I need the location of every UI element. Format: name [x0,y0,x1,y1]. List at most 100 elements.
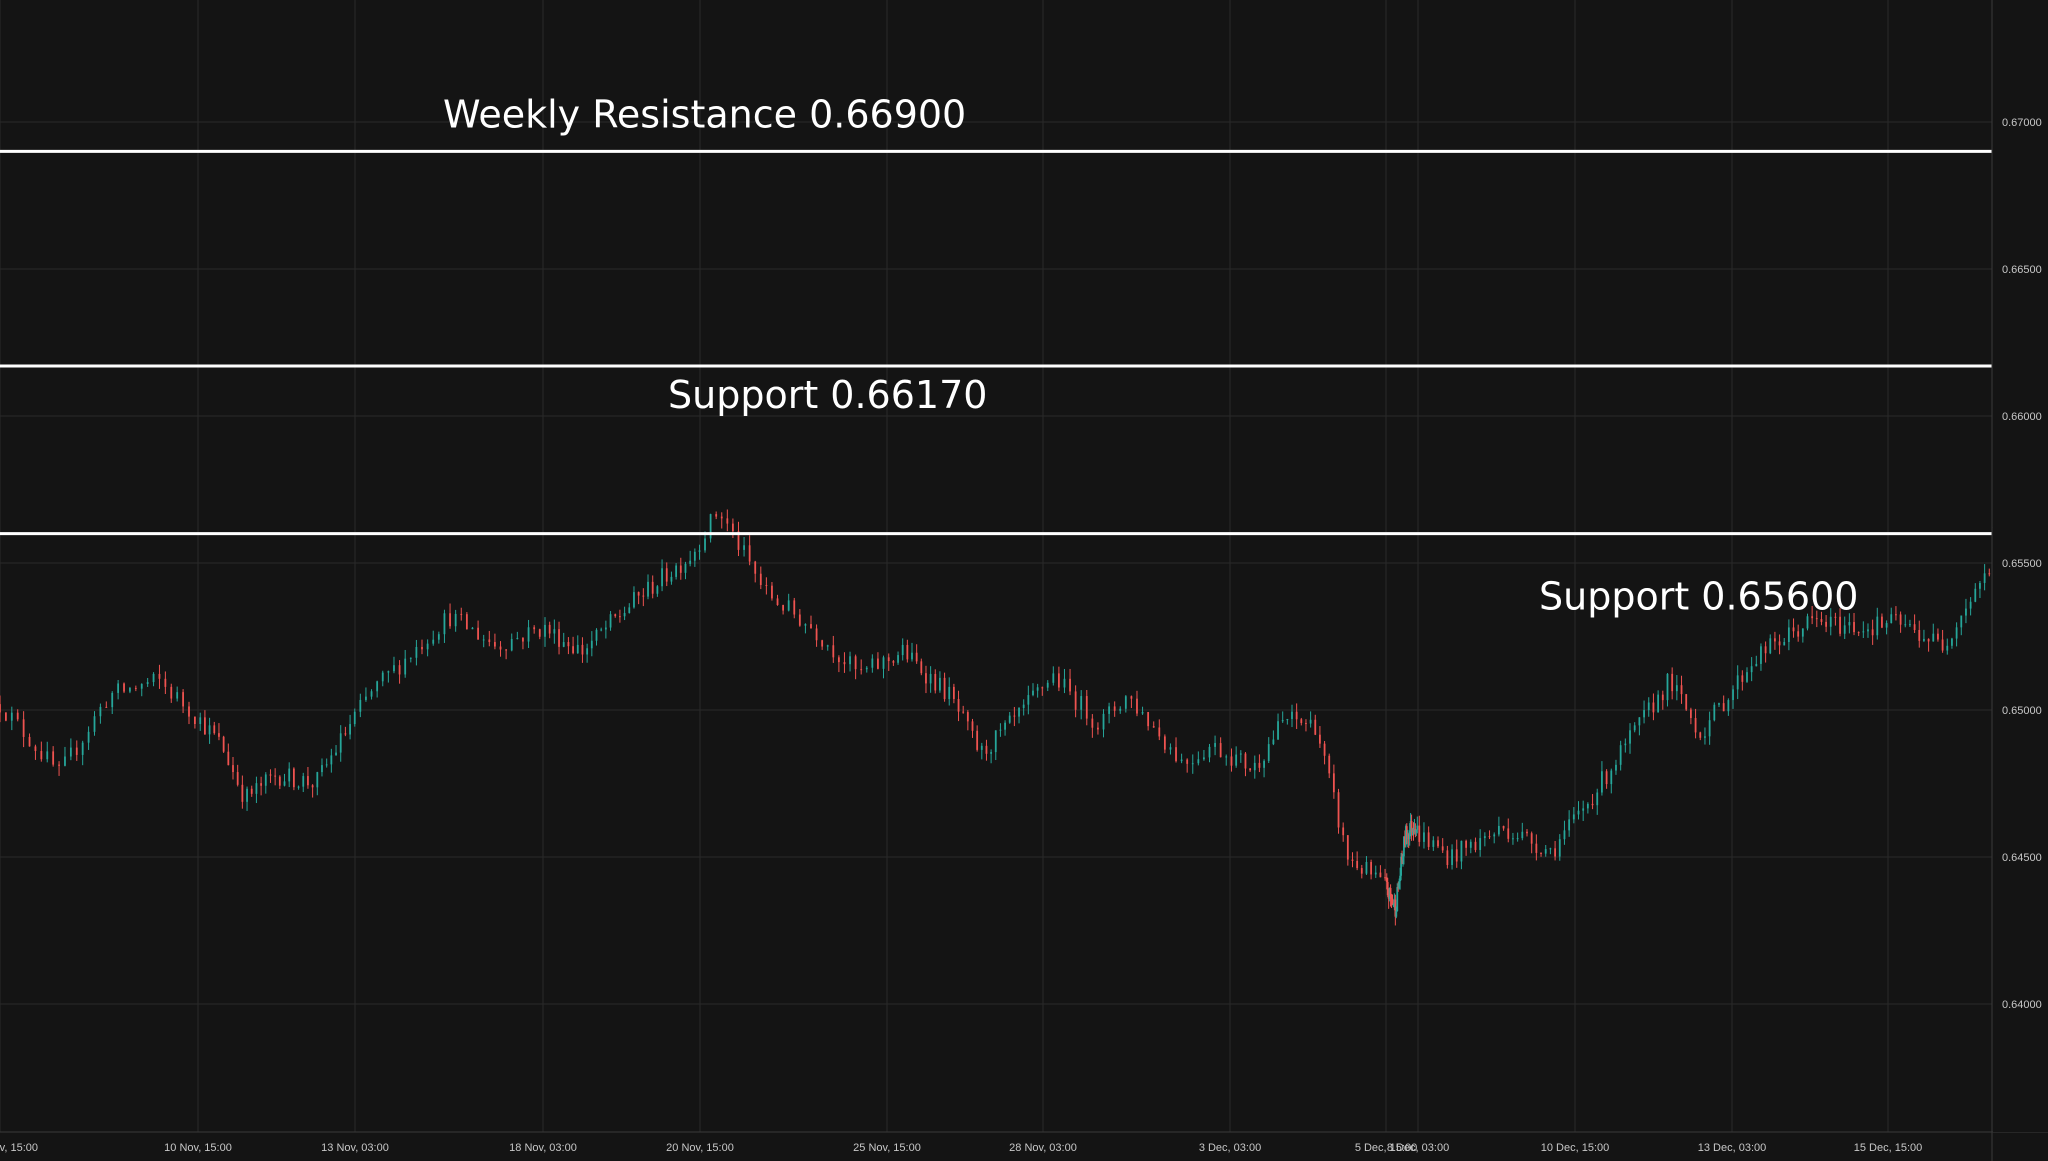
candle-body-down [1097,727,1099,730]
candle-body-down [213,725,216,734]
candle-body-down [1244,753,1247,769]
candle-body-down [1379,872,1382,878]
candle-body-up [576,644,579,654]
candle-body-down [1778,641,1781,646]
candle-body-down [1540,852,1542,854]
candle-body-up [1647,702,1650,711]
candle-body-down [28,736,31,747]
price-axis-ticks: 0.67000 0.66500 0.66000 0.65500 0.65000 0.645… [2002,117,2042,1011]
candle-body-down [726,518,729,524]
candle-body-down [1680,685,1683,695]
time-tick-label: 5 Dec, 15:00 [1355,1142,1417,1154]
candle-body-down [1295,711,1298,720]
candle-body-down [1387,895,1390,899]
candle-body-up [246,788,248,802]
candle-body-up [1512,838,1514,840]
price-tick-label: 0.66500 [2002,264,2042,276]
candle-body-up [330,755,333,765]
candle-body-up [208,725,211,735]
candle-body-down [925,673,927,684]
candle-body-up [1615,764,1617,771]
candle-body-down [1074,691,1077,710]
candle-body-down [1384,877,1386,879]
candle-body-up [1983,573,1986,583]
candle-body-up [1063,678,1066,688]
candle-body-down [665,568,668,582]
candle-body-down [1391,898,1394,905]
candle-body-down [75,747,78,755]
candle-body-up [1619,745,1622,765]
candle-body-up [1032,690,1034,696]
time-tick-label: 20 Nov, 15:00 [666,1142,734,1154]
candle-body-up [1675,685,1678,692]
candle-body-down [1069,678,1071,692]
candle-body-down [715,514,718,517]
candle-body-up [609,614,612,628]
time-tick-label: 3 Dec, 03:00 [1199,1142,1261,1154]
candle-body-up [1022,704,1025,708]
candle-body-up [283,781,286,786]
candle-body-down [737,531,740,550]
candle-body-up [1027,695,1030,705]
candle-body-up [1291,711,1293,720]
candle-body-down [1405,826,1408,840]
candle-body-up [1558,839,1561,857]
candle-body-up [1732,689,1734,701]
candle-body-down [1988,573,1991,575]
candle-body-up [1704,736,1706,738]
candle-body-down [1699,732,1702,738]
candle-body-down [1526,831,1528,834]
candle-body-down [278,776,281,786]
candle-body-down [1834,616,1837,618]
candles [0,509,2047,926]
candle-body-up [600,629,603,631]
candle-body-down [1853,622,1855,633]
candle-body-down [1474,841,1477,850]
candle-body-down [637,592,640,596]
candle-body-down [311,785,314,788]
candle-body-up [656,586,659,594]
candle-body-up [1365,861,1368,874]
candle-body-down [1091,718,1094,728]
candle-body-up [1638,717,1641,726]
candle-body-down [1937,633,1939,640]
candle-body-down [499,646,502,650]
candle-body-down [1013,715,1016,717]
candle-body-down [227,751,230,766]
candle-body-up [1577,810,1580,815]
candle-body-up [1102,713,1105,730]
candle-body-down [164,678,167,687]
candle-body-down [1360,868,1363,874]
candle-body-down [204,717,206,735]
candle-body-up [939,677,941,691]
time-tick-label: 28 Nov, 03:00 [1009,1142,1077,1154]
candle-body-down [522,637,524,642]
candle-body-down [1815,618,1818,620]
candle-body-down [1839,616,1841,634]
candle-body-down [1351,859,1354,861]
candle-body-down [460,613,463,615]
candle-body-up [1736,675,1739,690]
candle-body-up [99,706,102,717]
candle-body-up [81,742,84,755]
candle-body-down [1401,856,1403,860]
candle-body-down [274,775,277,777]
candle-body-down [1857,632,1860,634]
candle-body-down [832,645,835,658]
candle-body-up [432,639,435,644]
candle-body-down [810,624,812,629]
candle-body-up [999,729,1002,731]
candle-body-up [1769,638,1772,654]
candle-body-down [759,573,762,586]
candle-body-up [1214,743,1216,747]
candle-body-up [297,786,300,788]
candle-body-down [1694,718,1697,733]
candle-body-up [590,640,593,649]
candle-body-up [1955,627,1958,639]
candle-body-up [787,600,790,611]
candle-body-up [1521,831,1524,839]
candle-body-down [782,605,785,611]
candle-body-down [651,581,654,594]
